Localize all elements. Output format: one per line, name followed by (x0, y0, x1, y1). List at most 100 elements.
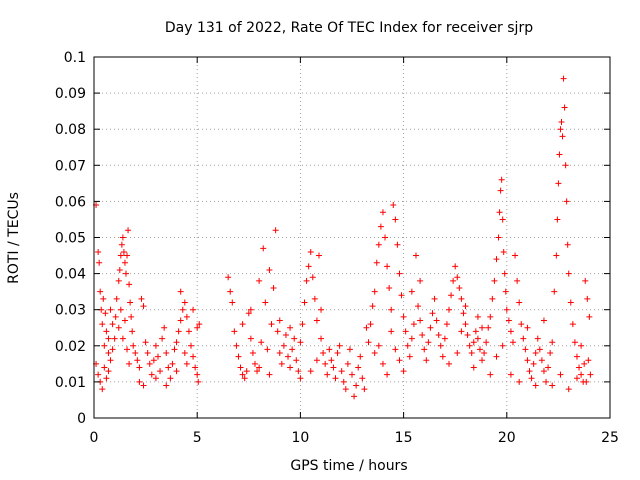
data-point (247, 335, 254, 342)
data-point (239, 371, 246, 378)
data-point (373, 259, 380, 266)
data-point (295, 368, 302, 375)
data-point (287, 364, 294, 371)
data-point (177, 317, 184, 324)
data-point (553, 252, 560, 259)
data-point (103, 328, 110, 335)
data-point (129, 328, 136, 335)
data-point (195, 378, 202, 385)
data-point (585, 357, 592, 364)
data-point (524, 324, 531, 331)
data-point (498, 176, 505, 183)
data-point (417, 317, 424, 324)
data-point (435, 331, 442, 338)
data-point (225, 274, 232, 281)
data-point (394, 241, 401, 248)
data-point (483, 339, 490, 346)
data-point (375, 342, 382, 349)
data-point (258, 339, 265, 346)
data-point (560, 75, 567, 82)
data-point (557, 126, 564, 133)
data-point (276, 350, 283, 357)
x-axis-title: GPS time / hours (290, 458, 407, 474)
data-point (266, 371, 273, 378)
data-point (179, 306, 186, 313)
data-point (524, 357, 531, 364)
data-point (276, 317, 283, 324)
data-point (120, 248, 127, 255)
data-point (148, 371, 155, 378)
data-point (268, 321, 275, 328)
data-point (124, 252, 131, 259)
data-point (369, 303, 376, 310)
data-point (136, 378, 143, 385)
data-point (117, 252, 124, 259)
data-point (96, 259, 103, 266)
data-point (433, 317, 440, 324)
data-point (500, 248, 507, 255)
data-point (190, 353, 197, 360)
data-point (185, 328, 192, 335)
data-point (365, 339, 372, 346)
data-point (400, 368, 407, 375)
data-point (157, 368, 164, 375)
y-tick-label: 0.08 (55, 122, 86, 138)
data-point (540, 368, 547, 375)
data-point (441, 335, 448, 342)
data-point (320, 350, 327, 357)
data-point (565, 386, 572, 393)
x-tick-label: 5 (193, 430, 202, 446)
data-point (458, 328, 465, 335)
data-point (128, 313, 135, 320)
data-point (450, 277, 457, 284)
data-point (127, 299, 134, 306)
y-tick-label: 0.07 (55, 158, 86, 174)
x-tick-label: 0 (90, 430, 99, 446)
data-point (270, 285, 277, 292)
x-tick-label: 10 (291, 430, 309, 446)
y-tick-label: 0.05 (55, 231, 86, 247)
data-point (421, 346, 428, 353)
data-point (359, 375, 366, 382)
data-point (192, 364, 199, 371)
data-point (558, 118, 565, 125)
data-point (177, 288, 184, 295)
data-point (481, 350, 488, 357)
data-point (233, 342, 240, 349)
data-point (392, 216, 399, 223)
data-point (183, 360, 190, 367)
data-point (130, 342, 137, 349)
data-point (260, 245, 267, 252)
data-point (285, 353, 292, 360)
data-point (576, 364, 583, 371)
data-point (489, 295, 496, 302)
data-point (547, 350, 554, 357)
data-point (241, 375, 248, 382)
data-point (431, 295, 438, 302)
data-point (571, 339, 578, 346)
data-point (121, 259, 128, 266)
data-point (507, 371, 514, 378)
data-point (113, 295, 120, 302)
data-point (522, 346, 529, 353)
data-point (150, 357, 157, 364)
data-point (384, 263, 391, 270)
data-point (564, 241, 571, 248)
data-point (229, 299, 236, 306)
data-point (586, 313, 593, 320)
data-point (400, 313, 407, 320)
data-point (536, 346, 543, 353)
data-point (138, 295, 145, 302)
data-point (107, 357, 114, 364)
data-point (532, 382, 539, 389)
data-point (237, 364, 244, 371)
data-point (543, 378, 550, 385)
data-point (495, 234, 502, 241)
data-point (266, 266, 273, 273)
data-point (334, 350, 341, 357)
data-point (526, 368, 533, 375)
data-point (460, 310, 467, 317)
data-point (324, 371, 331, 378)
data-point (505, 317, 512, 324)
